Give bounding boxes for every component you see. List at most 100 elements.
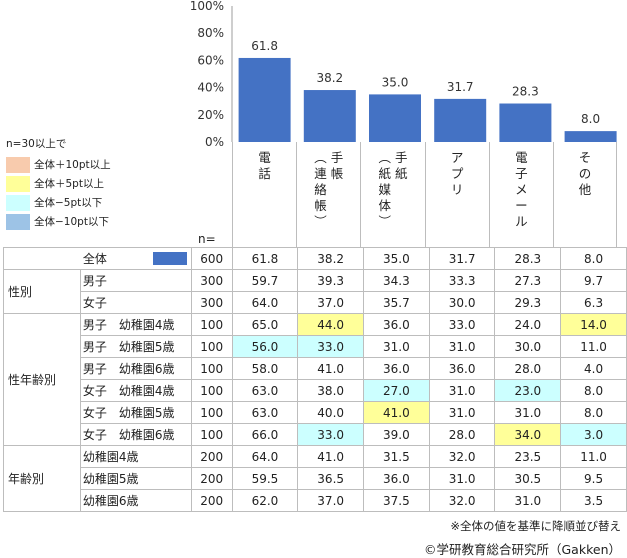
- table-row: 年齢別 幼稚園4歳 200 64.0 41.0 31.5 32.0 23.5 11.0: [3, 445, 627, 512]
- value-cell: 8.0: [560, 401, 627, 424]
- group-label: 性別: [3, 269, 81, 314]
- value-cell: 28.3: [494, 247, 562, 270]
- legend-swatch: [6, 213, 30, 230]
- bar-chart: 0% 20% 40% 60% 80% 100% 61.8 38.2 35.0 31.7 28.3 8.…: [190, 0, 617, 149]
- row-label: 男子 幼稚園5歳: [79, 335, 192, 358]
- category-header: アプリ: [424, 142, 489, 247]
- value-cell: 28.0: [494, 357, 562, 380]
- value-cell: 6.3: [560, 291, 627, 314]
- value-cell: 23.5: [494, 445, 562, 468]
- n-cell: 100: [190, 313, 233, 336]
- value-cell: 23.0: [494, 379, 562, 402]
- bar-value-label: 61.8: [251, 39, 278, 53]
- bar-value-label: 38.2: [316, 71, 343, 85]
- bar: [434, 98, 487, 142]
- value-cell: 36.0: [428, 357, 496, 380]
- table-row: 幼稚園5歳 200 59.5 36.5 36.0 31.0 30.5 9.5: [4, 467, 627, 490]
- legend-item: 全体−5pt以下: [6, 193, 111, 212]
- value-cell: 31.0: [428, 379, 496, 402]
- bar-value-label: 8.0: [581, 112, 600, 126]
- value-cell: 41.0: [297, 445, 365, 468]
- row-label: 女子 幼稚園4歳: [79, 379, 192, 402]
- value-cell: 31.0: [428, 335, 496, 358]
- value-cell: 37.0: [297, 291, 365, 314]
- bar-value-label: 35.0: [382, 75, 409, 89]
- value-cell: 56.0: [231, 335, 299, 358]
- y-tick-label: 100%: [190, 0, 224, 13]
- value-cell: 27.0: [363, 379, 430, 402]
- value-cell: 37.5: [363, 489, 430, 512]
- value-cell: 30.5: [494, 467, 562, 490]
- value-cell: 31.0: [494, 401, 562, 424]
- legend: n=30以上で 全体＋10pt以上 全体＋5pt以上 全体−5pt以下 全体−10pt…: [6, 136, 111, 231]
- y-tick-label: 40%: [197, 81, 224, 95]
- table-row: 幼稚園6歳 200 62.0 37.0 37.5 32.0 31.0 3.5: [4, 489, 627, 512]
- bar: [564, 131, 617, 142]
- n-cell: 300: [190, 269, 233, 292]
- category-header: 手帳 ︵ 連絡帳 ︶: [296, 142, 360, 247]
- n-cell: 100: [190, 401, 233, 424]
- value-cell: 36.0: [363, 357, 430, 380]
- n-cell: 300: [190, 291, 233, 314]
- row-label: 女子 幼稚園5歳: [79, 401, 192, 424]
- value-cell: 41.0: [297, 357, 365, 380]
- value-cell: 36.0: [363, 313, 430, 336]
- table-row: 男子 幼稚園6歳 100 58.0 41.0 36.0 36.0 28.0 4.0: [4, 357, 627, 380]
- value-cell: 64.0: [231, 445, 299, 468]
- bar: [303, 90, 356, 142]
- category-headers: 電話手帳 ︵ 連絡帳 ︶ 手紙 ︵ 紙媒体 ︶ アプリ電子メールその他: [232, 142, 618, 247]
- value-cell: 63.0: [231, 401, 299, 424]
- value-cell: 39.0: [363, 423, 430, 446]
- n-cell: 200: [190, 445, 233, 468]
- value-cell: 31.0: [363, 335, 430, 358]
- value-cell: 31.7: [428, 247, 496, 270]
- n-cell: 100: [190, 335, 233, 358]
- group-label: [3, 247, 81, 270]
- value-cell: 39.3: [297, 269, 365, 292]
- value-cell: 58.0: [231, 357, 299, 380]
- table-row: 女子 幼稚園6歳 100 66.0 33.0 39.0 28.0 34.0 3.0: [4, 423, 627, 446]
- value-cell: 33.0: [297, 335, 365, 358]
- row-label: 男子 幼稚園4歳: [79, 313, 192, 336]
- bar-value-label: 28.3: [512, 85, 539, 99]
- row-label: 幼稚園4歳: [79, 445, 192, 468]
- legend-label: 全体−5pt以下: [34, 197, 103, 209]
- group-label: 性年齢別: [3, 313, 81, 446]
- value-cell: 40.0: [297, 401, 365, 424]
- value-cell: 11.0: [560, 335, 627, 358]
- bar: [369, 94, 421, 142]
- table-row: 性年齢別 男子 幼稚園4歳 100 65.0 44.0 36.0 33.0 24.0 14.0: [3, 313, 627, 446]
- value-cell: 35.0: [363, 247, 430, 270]
- row-label: 女子 幼稚園6歳: [79, 423, 192, 446]
- value-cell: 4.0: [560, 357, 627, 380]
- value-cell: 66.0: [231, 423, 299, 446]
- value-cell: 59.5: [231, 467, 299, 490]
- legend-label: 全体−10pt以下: [34, 216, 109, 228]
- value-cell: 37.0: [297, 489, 365, 512]
- value-cell: 63.0: [231, 379, 299, 402]
- value-cell: 3.0: [560, 423, 627, 446]
- n-cell: 100: [190, 423, 233, 446]
- row-label: 男子: [79, 269, 192, 292]
- row-label: 全体: [79, 247, 192, 270]
- value-cell: 33.0: [297, 423, 365, 446]
- row-label: 幼稚園5歳: [79, 467, 192, 490]
- value-cell: 33.3: [428, 269, 496, 292]
- data-table: 全体 600 61.8 38.2 35.0 31.7 28.3 8.0 性別 男子 300 59.7 3…: [3, 247, 627, 512]
- value-cell: 61.8: [231, 247, 299, 270]
- value-cell: 32.0: [428, 445, 496, 468]
- value-cell: 34.0: [494, 423, 562, 446]
- legend-item: 全体＋10pt以上: [6, 155, 111, 174]
- value-cell: 14.0: [560, 313, 627, 336]
- table-row: 女子 幼稚園4歳 100 63.0 38.0 27.0 31.0 23.0 8.0: [4, 379, 627, 402]
- legend-title: n=30以上で: [6, 138, 67, 150]
- value-cell: 41.0: [363, 401, 430, 424]
- total-swatch: [152, 252, 187, 265]
- row-label: 幼稚園6歳: [79, 489, 192, 512]
- value-cell: 27.3: [494, 269, 562, 292]
- table-row: 全体 600 61.8 38.2 35.0 31.7 28.3 8.0: [3, 247, 627, 270]
- value-cell: 31.5: [363, 445, 430, 468]
- bar-value-label: 31.7: [447, 80, 474, 94]
- table-row: 女子 300 64.0 37.0 35.7 30.0 29.3 6.3: [4, 291, 627, 314]
- row-label: 女子: [79, 291, 192, 314]
